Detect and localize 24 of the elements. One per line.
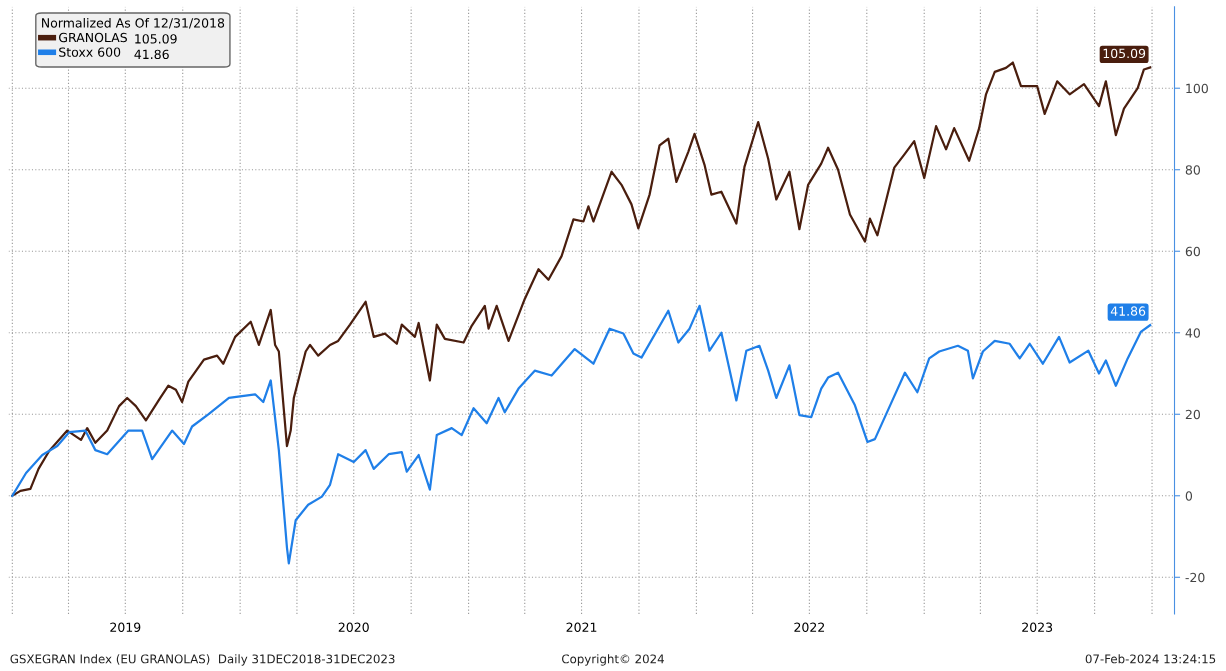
- y-tick-label: 20: [1185, 409, 1200, 420]
- y-tick-label: 80: [1185, 165, 1200, 175]
- data-label: 41.86: [1110, 306, 1146, 316]
- legend-label: GRANOLAS: [59, 32, 127, 43]
- y-tick-label: 60: [1185, 246, 1200, 257]
- text: 07-Feb-2024 13:24:15: [1085, 654, 1216, 664]
- text: 105.09: [135, 34, 177, 44]
- y-tick-label: 40: [1185, 328, 1200, 338]
- legend-label: Stoxx 600: [59, 47, 121, 57]
- y-tick-label: -20: [1185, 572, 1205, 583]
- legend-title: Normalized As Of 12/31/2018: [42, 17, 225, 29]
- x-tick-label: 2020: [338, 622, 369, 632]
- line-series: [11, 61, 1152, 497]
- x-tick-label: 2021: [566, 622, 597, 632]
- line-series: [11, 304, 1152, 565]
- x-tick-label: 2022: [794, 622, 825, 632]
- text: GSXEGRAN Index (EU GRANOLAS) Daily 31DEC2018-31DEC2023: [10, 654, 395, 666]
- y-tick-label: 100: [1186, 83, 1208, 94]
- text: Copyright© 2024: [562, 654, 664, 666]
- text: 41.86: [134, 49, 169, 60]
- data-label: 105.09: [1103, 48, 1146, 59]
- x-tick-label: 2023: [1022, 622, 1053, 632]
- y-tick-label: 0: [1185, 491, 1193, 501]
- x-tick-label: 2019: [110, 622, 141, 632]
